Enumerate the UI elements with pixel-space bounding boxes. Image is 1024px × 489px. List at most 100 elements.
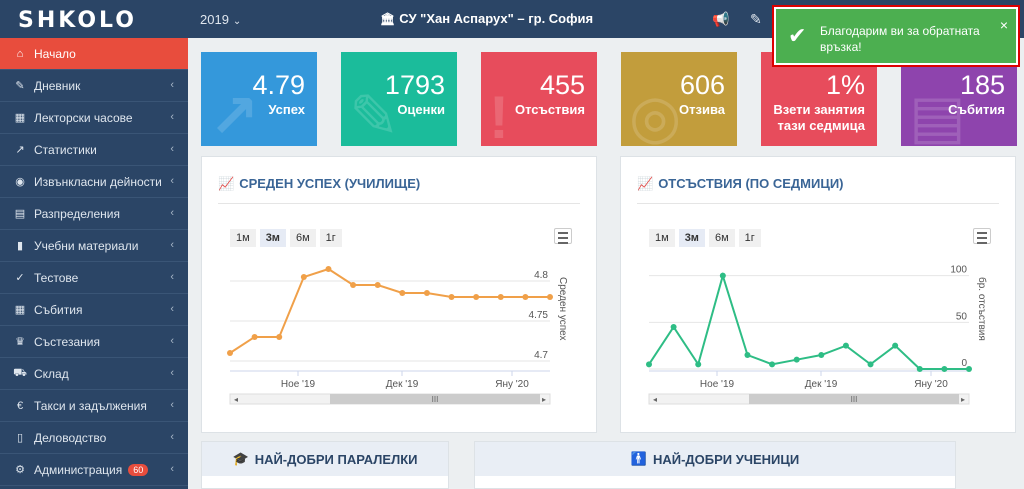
sidebar-item[interactable]: ◉ Извънкласни дейности ‹ <box>0 166 188 198</box>
tile-label: Отзива <box>679 102 725 117</box>
data-point[interactable] <box>646 361 652 368</box>
x-tick-label: Яну '20 <box>495 379 529 390</box>
y-tick-label: 4.8 <box>534 270 548 281</box>
y-tick-label: 4.7 <box>534 350 548 361</box>
stat-tile[interactable]: 1% Взети занятия тази седмица <box>761 52 877 146</box>
average-grade-panel: 📈 СРЕДЕН УСПЕХ (УЧИЛИЩЕ) 1м 3м 6м 1г 4.7 4.75… <box>201 156 597 433</box>
sidebar-icon: ⌂ <box>16 47 24 60</box>
tile-decoration-icon: ! <box>489 84 509 146</box>
sidebar-item[interactable]: € Такси и задължения ‹ <box>0 390 188 422</box>
data-point[interactable] <box>818 352 825 358</box>
data-point[interactable] <box>522 294 529 300</box>
sidebar-item[interactable]: ▯ Деловодство ‹ <box>0 422 188 454</box>
zoom-button[interactable]: 6м <box>708 229 735 247</box>
zoom-button[interactable]: 1г <box>319 229 342 247</box>
year-selector[interactable]: 2019 ⌄ <box>200 12 241 27</box>
data-point[interactable] <box>719 272 726 279</box>
zoom-button[interactable]: 1г <box>738 229 761 247</box>
logo[interactable]: SHKOLO <box>18 8 137 33</box>
zoom-button[interactable]: 1м <box>230 229 256 247</box>
chevron-left-icon: ‹ <box>170 207 174 219</box>
sidebar-item[interactable]: ▦ Лекторски часове ‹ <box>0 102 188 134</box>
data-point[interactable] <box>374 282 381 288</box>
data-point[interactable] <box>448 294 455 300</box>
sidebar-icon: ▤ <box>14 208 26 220</box>
data-point[interactable] <box>892 342 899 349</box>
zoom-buttons: 1м 3м 6м 1г <box>649 229 761 247</box>
panel-title: 📈 ОТСЪСТВИЯ (ПО СЕДМИЦИ) <box>637 176 844 192</box>
average-grade-chart: 4.7 4.75 4.8 Среден успех Ное '19 Дек '19 Яну … <box>227 266 568 405</box>
data-point[interactable] <box>842 342 849 349</box>
data-point[interactable] <box>670 324 677 330</box>
sidebar: ⌂ Начало ✎ Дневник ‹ ▦ Лекторски часове ‹ ↗ Стати… <box>0 38 188 489</box>
data-point[interactable] <box>966 366 972 372</box>
tile-decoration-icon: ↗ <box>209 83 260 146</box>
sidebar-item[interactable]: ♛ Състезания ‹ <box>0 326 188 358</box>
stat-tile[interactable]: ▤ 185 Събития <box>901 52 1017 146</box>
data-point[interactable] <box>399 290 406 296</box>
data-point[interactable] <box>227 350 233 356</box>
arrow-left-icon[interactable]: ◂ <box>234 395 238 404</box>
stat-tile[interactable]: ↗ 4.79 Успех <box>201 52 317 146</box>
megaphone-icon[interactable]: 📢 <box>712 11 730 27</box>
check-icon: ✔ <box>788 23 807 48</box>
sidebar-item[interactable]: ▦ Събития ‹ <box>0 294 188 326</box>
zoom-button[interactable]: 3м <box>678 229 705 247</box>
sidebar-item-label: Състезания <box>34 334 100 349</box>
sidebar-item[interactable]: ⛟ Склад ‹ <box>0 358 188 390</box>
stat-tile[interactable]: ◎ 606 Отзива <box>621 52 737 146</box>
chart-menu-button[interactable] <box>554 228 572 244</box>
data-point[interactable] <box>251 334 258 340</box>
data-point[interactable] <box>793 356 800 363</box>
tile-value: 185 <box>959 70 1005 100</box>
sidebar-item[interactable]: ⚙ Администрация 60 ‹ <box>0 454 188 486</box>
zoom-button[interactable]: 1м <box>649 229 675 247</box>
data-point[interactable] <box>916 366 923 372</box>
tile-label: Взети занятия тази седмица <box>773 102 865 133</box>
chart-scrollbar-thumb[interactable] <box>749 394 959 404</box>
zoom-button[interactable]: 3м <box>259 229 286 247</box>
x-tick-label: Дек '19 <box>386 379 419 390</box>
chevron-left-icon: ‹ <box>170 367 174 379</box>
sidebar-item[interactable]: ✎ Дневник ‹ <box>0 70 188 102</box>
data-point[interactable] <box>300 274 307 280</box>
tile-label: Успех <box>268 102 305 117</box>
zoom-button[interactable]: 6м <box>289 229 316 247</box>
data-point[interactable] <box>350 282 357 288</box>
data-point[interactable] <box>769 361 776 368</box>
data-point[interactable] <box>744 352 751 358</box>
best-students-title: НАЙ-ДОБРИ УЧЕНИЦИ <box>652 451 800 467</box>
data-point[interactable] <box>473 294 480 300</box>
sidebar-item[interactable]: ▮ Учебни материали ‹ <box>0 230 188 262</box>
sidebar-item[interactable]: ↗ Статистики ‹ <box>0 134 188 166</box>
divider <box>637 203 999 204</box>
data-point[interactable] <box>423 290 430 296</box>
arrow-right-icon[interactable]: ▸ <box>542 395 546 404</box>
data-point[interactable] <box>276 334 283 340</box>
data-point[interactable] <box>695 361 702 368</box>
data-point[interactable] <box>325 266 332 272</box>
data-point[interactable] <box>941 366 948 372</box>
arrow-right-icon[interactable]: ▸ <box>961 395 965 404</box>
chart-menu-button[interactable] <box>973 228 991 244</box>
tile-label: Събития <box>948 102 1005 117</box>
sidebar-icon: ▦ <box>14 304 26 316</box>
sidebar-item-label: Събития <box>34 302 83 317</box>
data-point[interactable] <box>547 294 553 300</box>
y-axis-label: Среден успех <box>557 277 568 340</box>
close-icon[interactable]: × <box>999 17 1008 33</box>
sidebar-icon: ▯ <box>16 432 24 444</box>
stat-tile[interactable]: ✎ 1793 Оценки <box>341 52 457 146</box>
sidebar-item[interactable]: ⌂ Начало <box>0 38 188 70</box>
chart-scrollbar-thumb[interactable] <box>330 394 540 404</box>
y-axis-label: бр. отсъствия <box>976 277 988 341</box>
sidebar-icon: ⛟ <box>13 366 27 379</box>
sidebar-item[interactable]: ▤ Разпределения ‹ <box>0 198 188 230</box>
stat-tile[interactable]: ! 455 Отсъствия <box>481 52 597 146</box>
edit-icon[interactable]: ✎ <box>750 11 762 27</box>
arrow-left-icon[interactable]: ◂ <box>653 395 657 404</box>
data-point[interactable] <box>867 361 874 368</box>
tile-value: 455 <box>539 70 585 100</box>
sidebar-item[interactable]: ✓ Тестове ‹ <box>0 262 188 294</box>
data-point[interactable] <box>497 294 504 300</box>
